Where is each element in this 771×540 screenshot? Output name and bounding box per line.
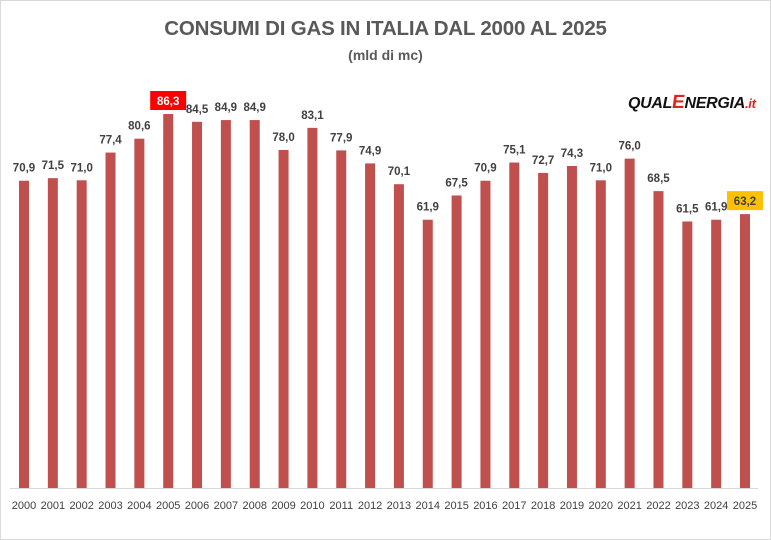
- bar: [192, 121, 203, 489]
- bar: [509, 162, 520, 488]
- latest-value-badge: [727, 191, 763, 211]
- bar: [76, 180, 87, 488]
- x-tick-label: 2001: [41, 500, 65, 512]
- x-tick-label: 2018: [531, 500, 555, 512]
- x-tick-label: 2015: [444, 500, 468, 512]
- bar: [105, 152, 116, 488]
- bar: [740, 214, 750, 488]
- data-label: 63,2: [734, 196, 756, 208]
- x-tick-label: 2011: [329, 500, 353, 512]
- x-tick-label: 2016: [473, 500, 497, 512]
- x-tick-label: 2012: [358, 500, 382, 512]
- data-label: 61,5: [676, 203, 699, 215]
- x-tick-label: 2022: [646, 500, 670, 512]
- bar: [422, 219, 433, 489]
- bar: [134, 138, 145, 488]
- data-label: 74,3: [561, 148, 583, 160]
- data-label: 77,4: [99, 135, 122, 147]
- data-label: 70,9: [13, 163, 35, 175]
- bar: [682, 221, 693, 488]
- x-tick-label: 2020: [589, 500, 613, 512]
- x-tick-label: 2024: [704, 500, 728, 512]
- data-label: 77,9: [330, 132, 352, 144]
- data-label: 70,9: [474, 163, 496, 175]
- x-tick-label: 2006: [185, 500, 209, 512]
- data-label: 84,9: [244, 102, 266, 114]
- data-label: 74,9: [359, 145, 381, 157]
- x-tick-label: 2025: [733, 500, 757, 512]
- bar: [711, 219, 722, 489]
- chart-title: CONSUMI DI GAS IN ITALIA DAL 2000 AL 202…: [164, 17, 607, 40]
- bar: [566, 166, 577, 488]
- logo-text-tld: .it: [744, 96, 756, 111]
- data-label: 70,1: [388, 166, 411, 178]
- bar: [307, 127, 318, 488]
- x-tick-label: 2009: [271, 500, 295, 512]
- bar: [47, 178, 58, 489]
- x-tick-label: 2017: [502, 500, 526, 512]
- bar: [365, 163, 376, 488]
- data-label: 61,9: [417, 202, 439, 214]
- qualenergia-logo: QUALENERGIA.it: [628, 92, 756, 114]
- x-tick-label: 2004: [127, 500, 151, 512]
- bar: [595, 180, 606, 488]
- data-label: 71,0: [70, 162, 92, 174]
- bar: [538, 172, 549, 488]
- data-label: 71,0: [590, 162, 612, 174]
- bar: [19, 180, 29, 488]
- logo-text-qual: QUAL: [628, 95, 673, 112]
- data-label: 84,9: [215, 102, 237, 114]
- bar: [163, 114, 174, 488]
- x-tick-label: 2007: [214, 500, 238, 512]
- bar: [480, 180, 491, 488]
- data-label: 72,7: [532, 155, 554, 167]
- data-label: 78,0: [272, 132, 294, 144]
- x-tick-label: 2008: [242, 500, 266, 512]
- data-label: 80,6: [128, 121, 150, 133]
- x-tick-label: 2021: [617, 500, 641, 512]
- x-tick-label: 2023: [675, 500, 699, 512]
- bar: [249, 120, 260, 489]
- data-label: 83,1: [301, 110, 324, 122]
- data-label: 67,5: [445, 177, 468, 189]
- x-tick-label: 2003: [98, 500, 122, 512]
- data-label: 86,3: [157, 96, 179, 108]
- max-value-badge: [150, 91, 187, 110]
- x-tick-label: 2014: [416, 500, 440, 512]
- x-tick-label: 2005: [156, 500, 180, 512]
- data-label: 84,5: [186, 104, 209, 116]
- bar: [393, 184, 404, 489]
- x-tick-label: 2002: [69, 500, 93, 512]
- data-label: 75,1: [503, 145, 526, 157]
- data-label: 68,5: [647, 173, 670, 185]
- data-label: 71,5: [42, 160, 65, 172]
- x-tick-label: 2013: [387, 500, 411, 512]
- data-label: 61,9: [705, 202, 727, 214]
- chart-subtitle: (mld di mc): [348, 47, 423, 63]
- bar: [220, 120, 231, 489]
- bar: [278, 149, 289, 488]
- bar: [336, 150, 347, 488]
- x-tick-label: 2000: [12, 500, 36, 512]
- bar: [624, 158, 635, 488]
- bar: [653, 191, 664, 489]
- x-tick-label: 2019: [560, 500, 584, 512]
- data-label: 76,0: [618, 141, 640, 153]
- logo-text-nergia: NERGIA: [684, 95, 746, 112]
- x-tick-label: 2010: [300, 500, 324, 512]
- bar: [451, 195, 462, 488]
